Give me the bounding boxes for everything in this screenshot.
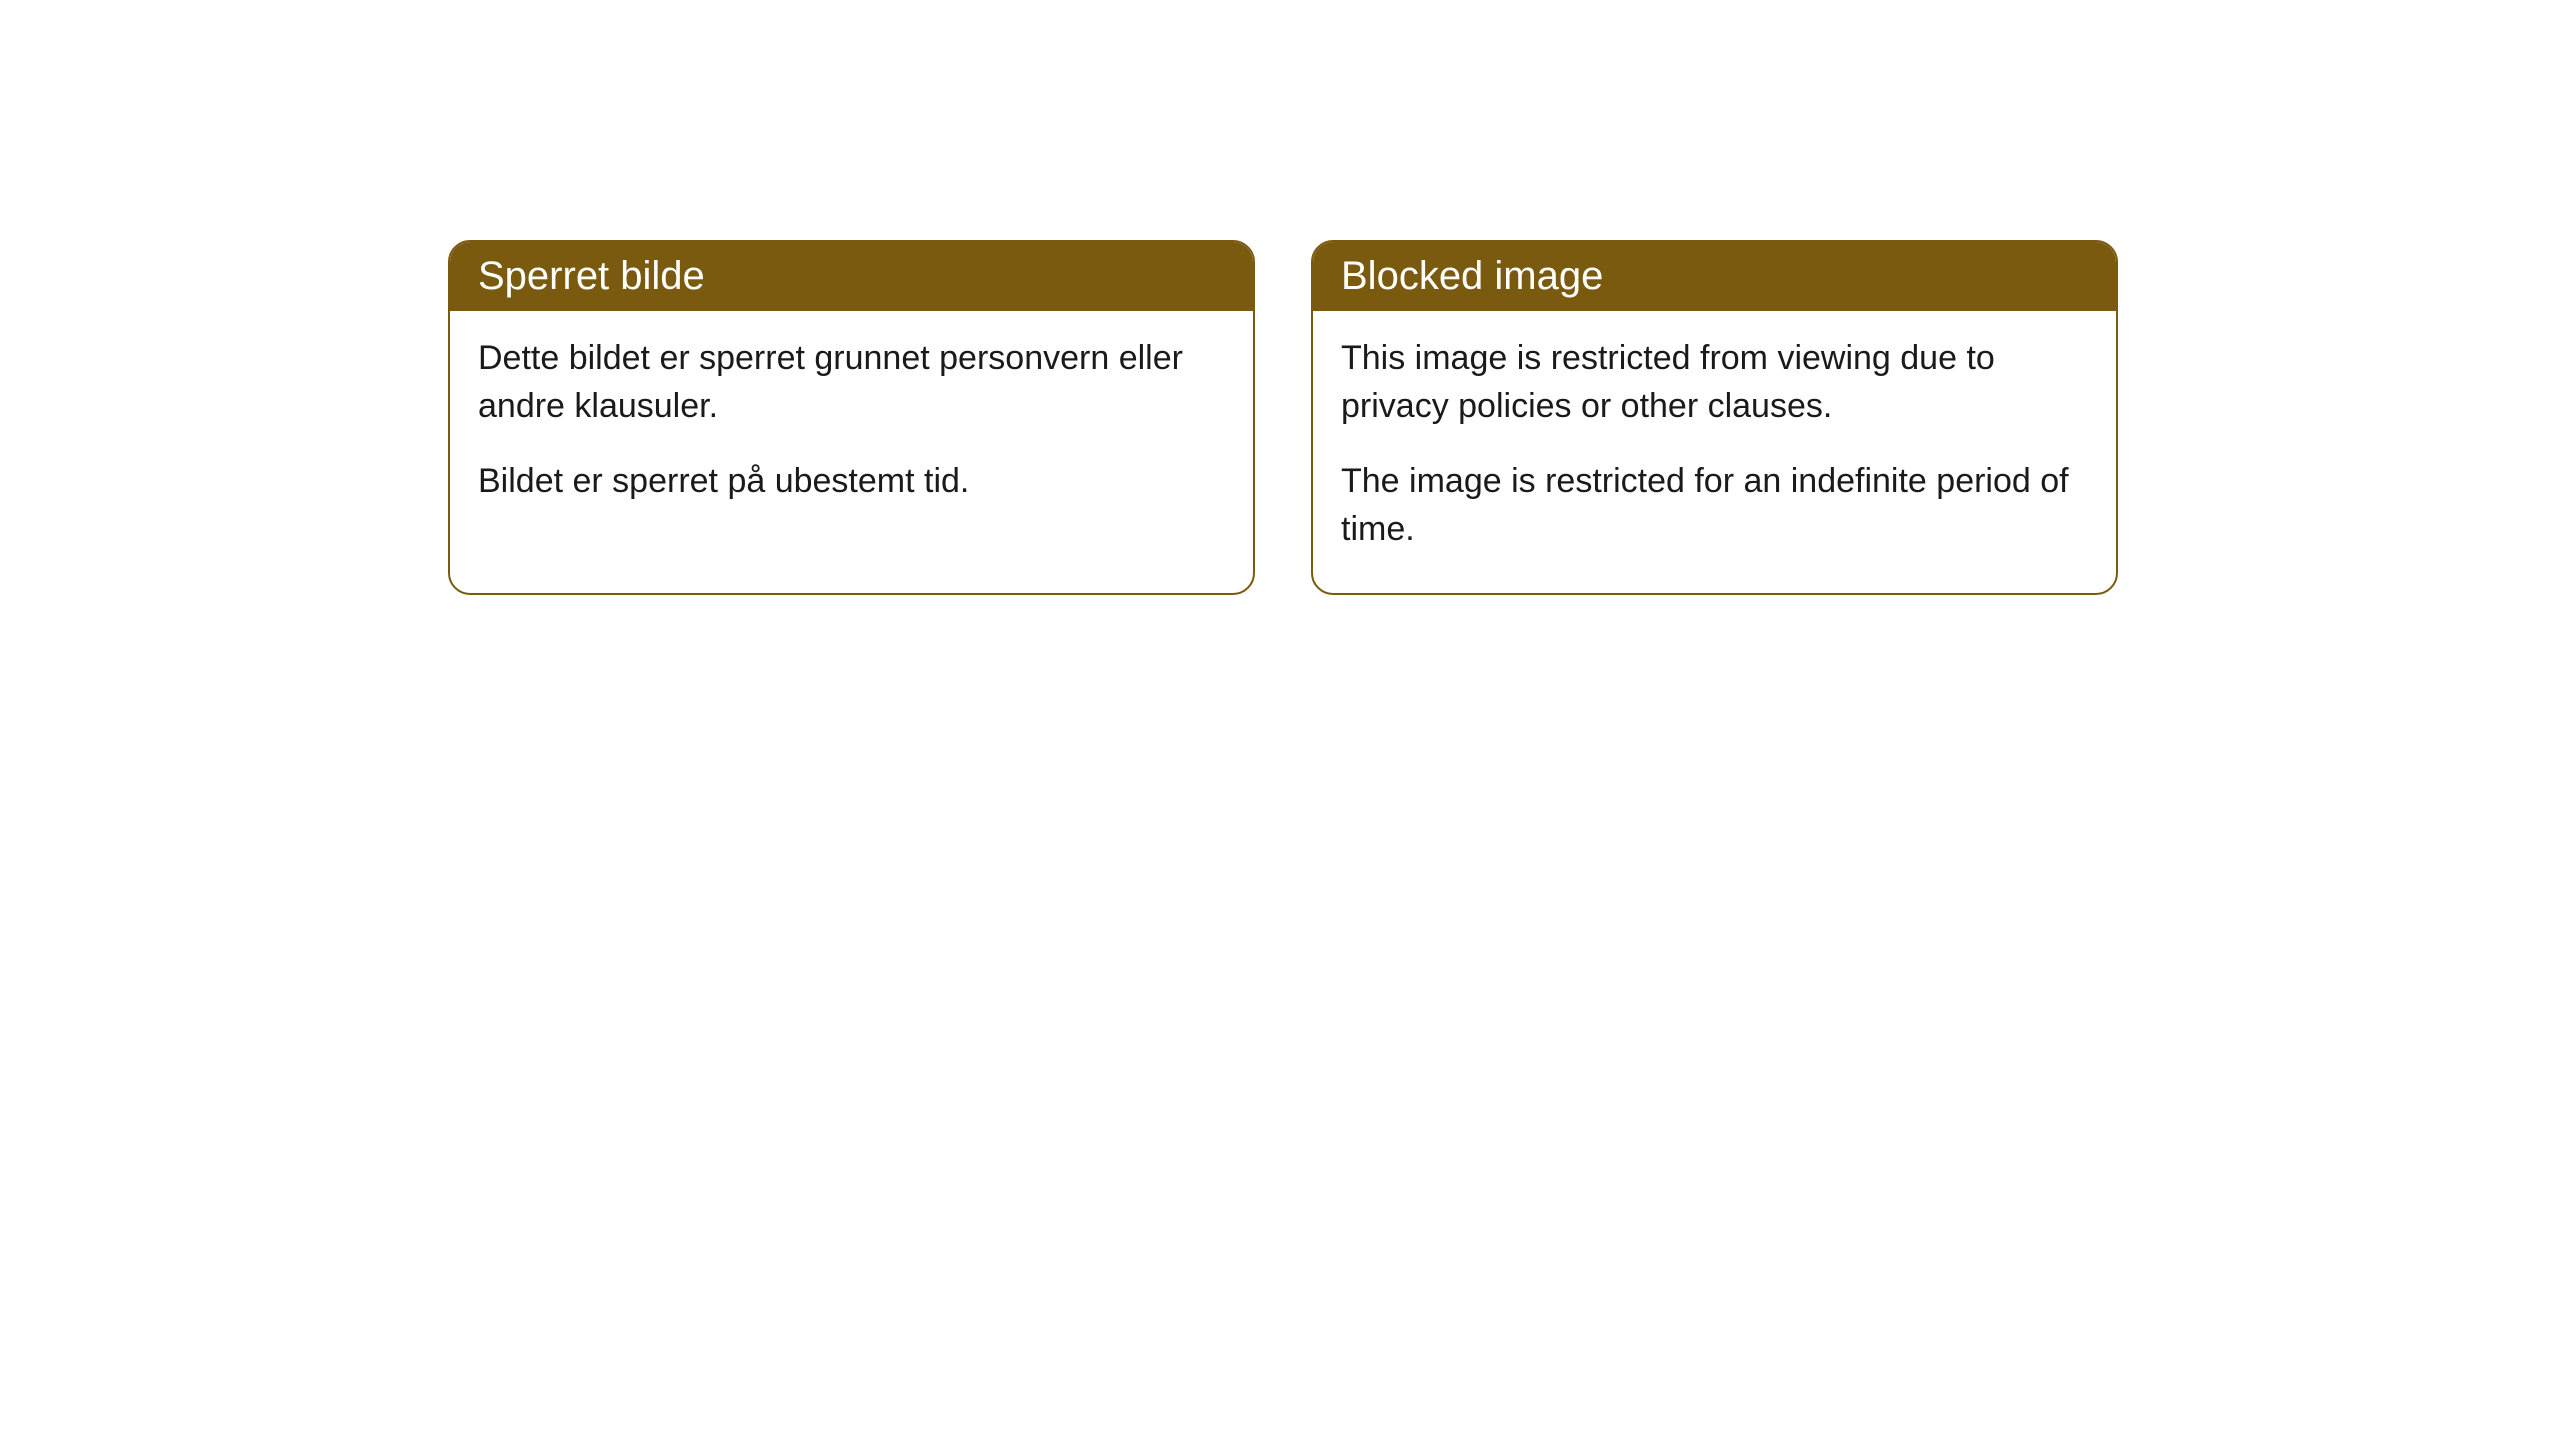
card-paragraph-2: The image is restricted for an indefinit… [1341,458,2088,553]
card-paragraph-1: This image is restricted from viewing du… [1341,335,2088,430]
card-header-english: Blocked image [1313,242,2116,311]
card-paragraph-1: Dette bildet er sperret grunnet personve… [478,335,1225,430]
card-english: Blocked image This image is restricted f… [1311,240,2118,595]
cards-container: Sperret bilde Dette bildet er sperret gr… [0,0,2560,595]
card-header-norwegian: Sperret bilde [450,242,1253,311]
card-norwegian: Sperret bilde Dette bildet er sperret gr… [448,240,1255,595]
card-body-english: This image is restricted from viewing du… [1313,311,2116,593]
card-body-norwegian: Dette bildet er sperret grunnet personve… [450,311,1253,546]
card-paragraph-2: Bildet er sperret på ubestemt tid. [478,458,1225,506]
